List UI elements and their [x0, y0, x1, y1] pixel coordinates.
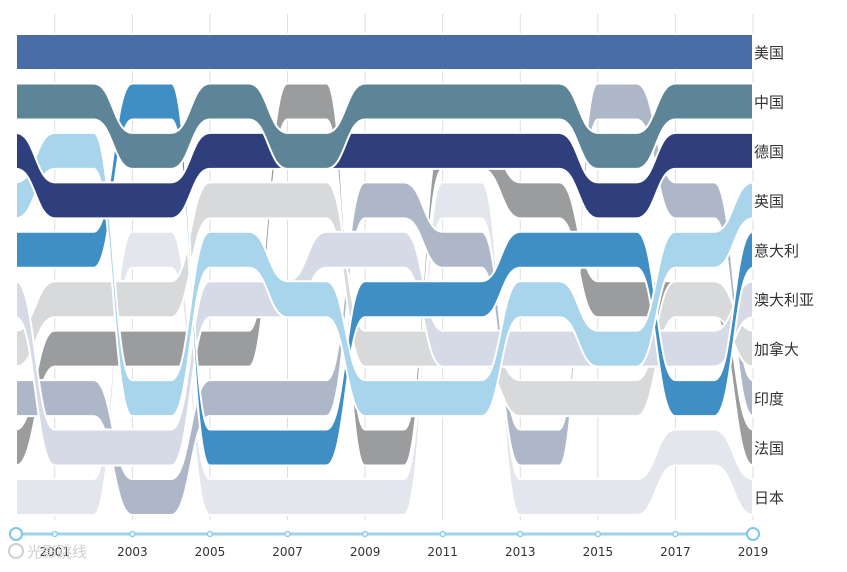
year-label-2015[interactable]: 2015 — [583, 545, 614, 559]
country-label-5: 澳大利亚 — [754, 291, 814, 309]
timeline-tick-2017[interactable] — [672, 530, 679, 538]
watermark-logo-icon — [8, 543, 24, 559]
year-label-2001[interactable]: 2001 — [40, 545, 71, 559]
ribbon-1[interactable] — [15, 82, 754, 170]
ribbon-2[interactable] — [15, 131, 754, 220]
country-label-9: 日本 — [754, 489, 784, 507]
year-label-2007[interactable]: 2007 — [272, 545, 303, 559]
ribbon-4[interactable] — [15, 82, 754, 467]
ribbon-0[interactable] — [15, 33, 754, 71]
timeline-tick-2013[interactable] — [517, 530, 524, 538]
year-label-2011[interactable]: 2011 — [427, 545, 458, 559]
country-label-7: 印度 — [754, 390, 784, 408]
country-ribbons — [15, 33, 754, 517]
year-label-2005[interactable]: 2005 — [195, 545, 226, 559]
timeline-tick-2011[interactable] — [439, 530, 446, 538]
country-label-6: 加拿大 — [754, 341, 799, 359]
ribbon-3[interactable] — [15, 131, 754, 418]
watermark: 光影跳线 — [8, 541, 87, 562]
timeline-tick-2003[interactable] — [129, 530, 136, 538]
year-label-2017[interactable]: 2017 — [660, 545, 691, 559]
timeline-tick-2015[interactable] — [594, 530, 601, 538]
watermark-text: 光影跳线 — [27, 543, 88, 561]
country-label-4: 意大利 — [754, 242, 799, 260]
timeline-end-handle[interactable] — [746, 527, 760, 541]
timeline-tick-2009[interactable] — [362, 530, 369, 538]
country-label-2: 德国 — [754, 143, 784, 161]
timeline-tick-2001[interactable] — [51, 530, 58, 538]
country-label-8: 法国 — [754, 440, 784, 458]
year-label-2009[interactable]: 2009 — [350, 545, 381, 559]
timeline-tick-2005[interactable] — [206, 530, 214, 538]
country-label-3: 英国 — [754, 192, 784, 210]
year-label-2019[interactable]: 2019 — [738, 545, 769, 559]
country-label-0: 美国 — [754, 44, 784, 62]
year-label-2003[interactable]: 2003 — [117, 545, 148, 559]
timeline-tick-2007[interactable] — [284, 530, 291, 538]
year-label-2013[interactable]: 2013 — [505, 545, 536, 559]
timeline-axis[interactable]: 2001 2003 2005 2007 2009 2011 2013 2015 2017 2019 — [9, 527, 769, 559]
ribbon-9[interactable] — [15, 181, 754, 517]
timeline-start-handle[interactable] — [9, 527, 23, 541]
ribbon-6[interactable] — [15, 181, 754, 418]
country-label-1: 中国 — [754, 93, 784, 111]
